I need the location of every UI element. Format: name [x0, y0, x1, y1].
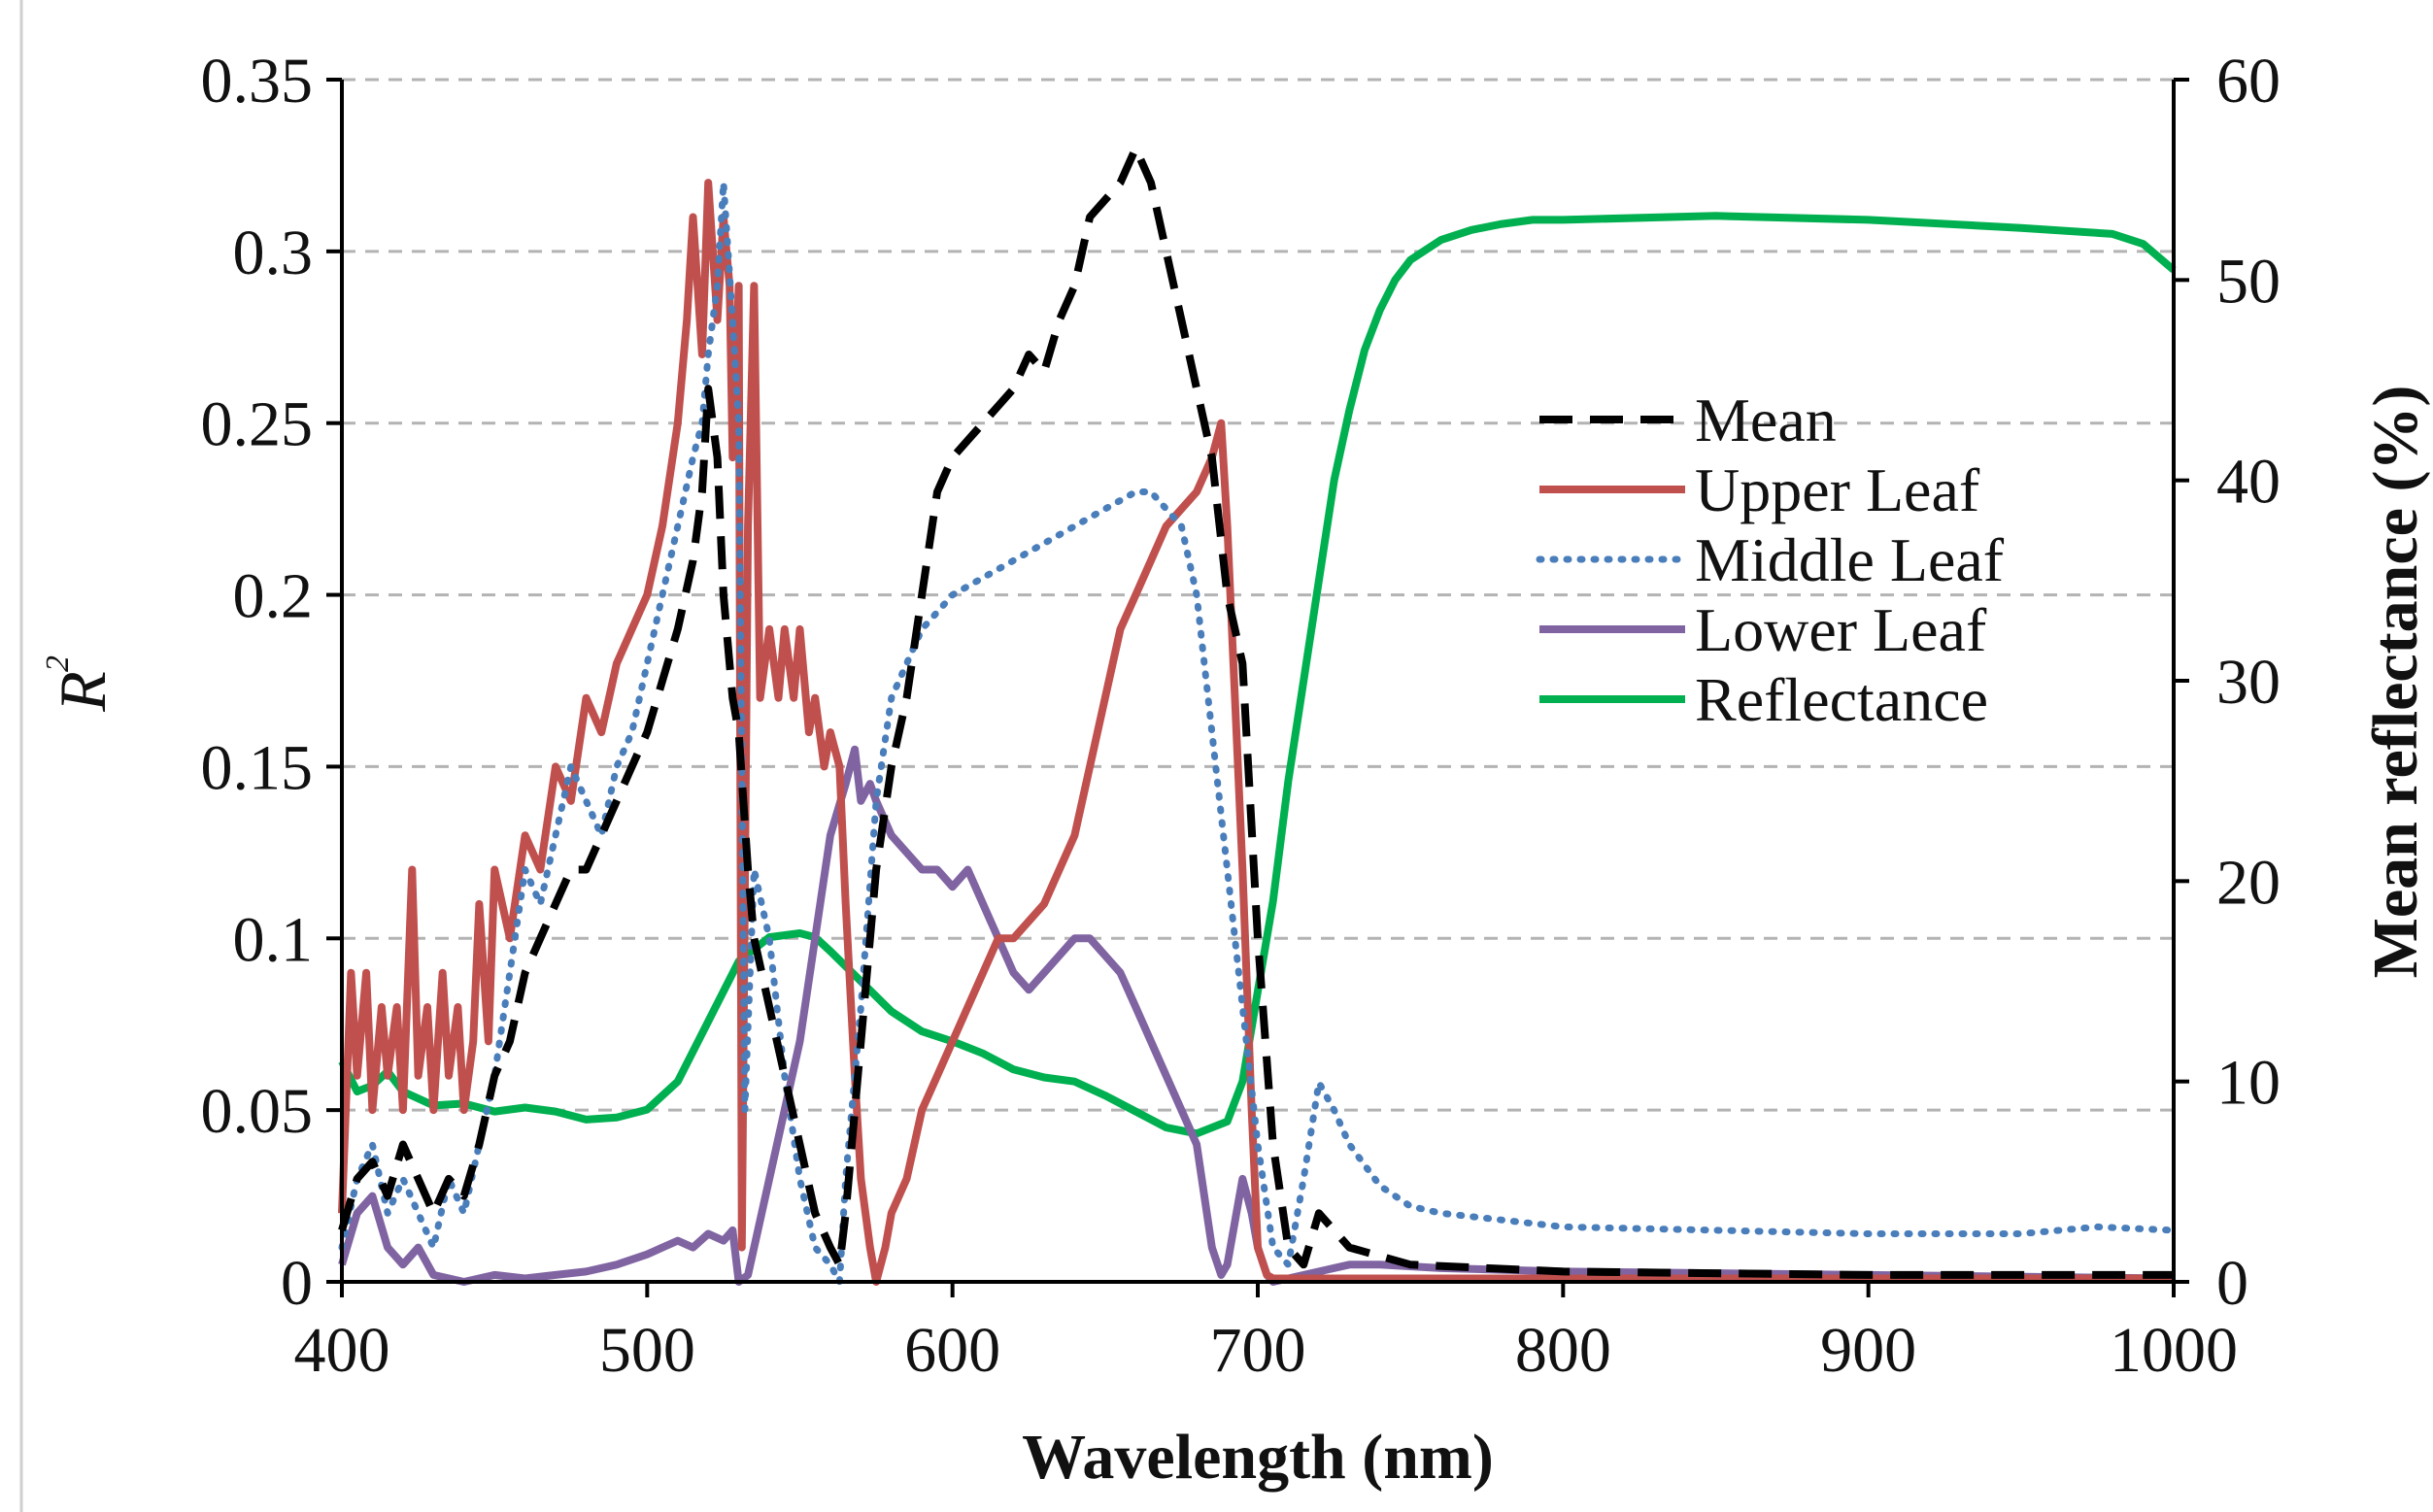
series-line-lower-leaf	[338, 745, 2175, 1286]
y-axis-title-text: R	[46, 671, 119, 713]
y2-tick-label: 10	[2216, 1048, 2281, 1119]
y-axis-title: R 2	[40, 655, 119, 713]
y-tick-label: 0	[281, 1248, 313, 1319]
y-tick-label: 0.35	[201, 46, 314, 117]
x-tick-label: 900	[1820, 1315, 1916, 1386]
x-tick-label: 400	[294, 1315, 390, 1386]
x-axis-title: Wavelength (nm)	[1022, 1422, 1494, 1493]
x-tick-label: 700	[1210, 1315, 1306, 1386]
y2-tick-label: 20	[2216, 847, 2281, 918]
series-line-reflectance	[338, 212, 2177, 1138]
legend-label-mean: Mean	[1695, 386, 1837, 454]
y2-tick-label: 50	[2216, 246, 2281, 317]
y2-tick-label: 30	[2216, 647, 2281, 718]
legend-label-upper-leaf: Upper Leaf	[1695, 455, 1980, 524]
legend-label-lower-leaf: Lower Leaf	[1695, 595, 1987, 664]
y-tick-label: 0.3	[233, 218, 314, 288]
x-tick-label: 600	[904, 1315, 1000, 1386]
y-tick-label: 0.15	[201, 732, 314, 803]
x-tick-label: 1000	[2110, 1315, 2238, 1386]
y2-tick-label: 40	[2216, 447, 2281, 518]
y2-tick-label: 0	[2216, 1248, 2248, 1319]
y2-axis-title: Mean reflectance (%)	[2360, 386, 2431, 979]
y-tick-label: 0.2	[233, 561, 314, 632]
legend-label-reflectance: Reflectance	[1695, 665, 1988, 734]
series-line-mean	[338, 144, 2174, 1279]
series-layer	[338, 144, 2178, 1286]
y-axis-title-superscript: 2	[40, 655, 76, 672]
y-tick-label: 0.05	[201, 1076, 314, 1147]
ticks: 400 500 600 700 800 900 100000.050.10.150.20.2…	[201, 46, 2281, 1386]
legend-label-middle-leaf: Middle Leaf	[1695, 525, 2005, 594]
y-tick-label: 0.1	[233, 904, 314, 975]
x-tick-label: 500	[599, 1315, 695, 1386]
y2-tick-label: 60	[2216, 46, 2281, 117]
series-line-upper-leaf	[338, 179, 2174, 1286]
y-tick-label: 0.25	[201, 389, 314, 460]
x-tick-label: 800	[1515, 1315, 1611, 1386]
